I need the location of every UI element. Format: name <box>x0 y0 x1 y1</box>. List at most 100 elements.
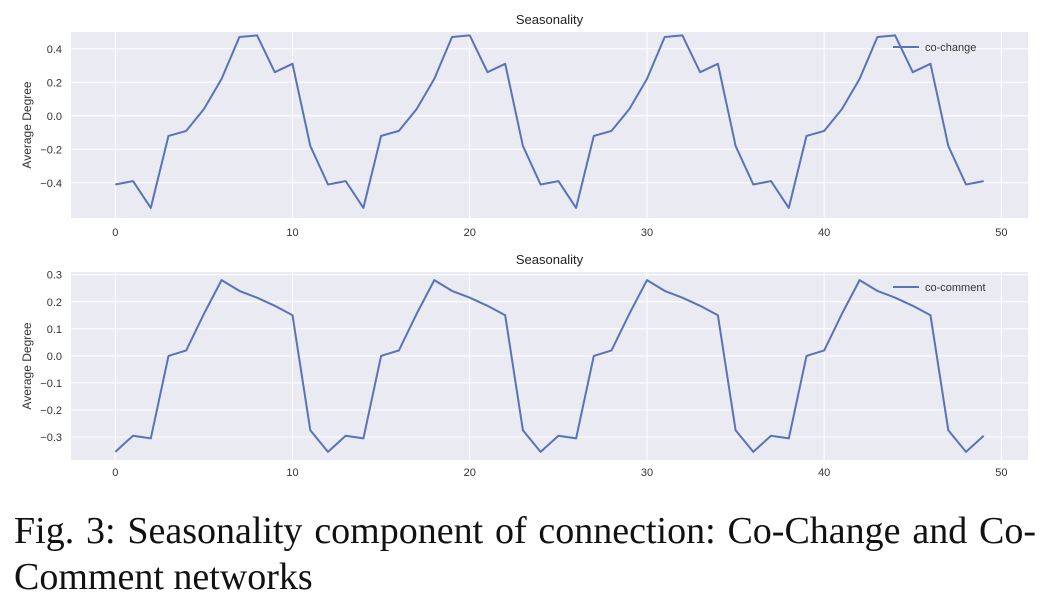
x-tick-label: 40 <box>818 467 830 479</box>
figure-caption: Fig. 3: Seasonality component of connect… <box>14 510 1036 598</box>
data-point <box>221 78 223 80</box>
data-point <box>930 63 932 65</box>
data-point <box>823 350 825 352</box>
data-point <box>239 36 241 38</box>
x-tick-label: 50 <box>995 227 1007 239</box>
data-point <box>504 63 506 65</box>
x-tick-label: 10 <box>286 227 298 239</box>
y-tick-label: 0.0 <box>47 351 62 363</box>
data-point <box>132 435 134 437</box>
data-point <box>841 313 843 315</box>
data-point <box>770 435 772 437</box>
legend: co-comment <box>893 282 986 294</box>
data-point <box>947 145 949 147</box>
data-point <box>947 429 949 431</box>
data-point <box>168 355 170 357</box>
data-point <box>912 71 914 73</box>
data-point <box>823 130 825 132</box>
data-point <box>717 63 719 65</box>
y-tick-label: 0.2 <box>47 77 62 89</box>
data-point <box>150 207 152 209</box>
data-point <box>150 438 152 440</box>
data-point <box>398 130 400 132</box>
data-point <box>504 314 506 316</box>
y-tick-label: 0.3 <box>47 270 62 282</box>
data-point <box>735 145 737 147</box>
data-point <box>487 71 489 73</box>
y-tick-label: −0.3 <box>40 432 62 444</box>
data-point <box>132 180 134 182</box>
data-point <box>256 297 258 299</box>
data-point <box>753 451 755 453</box>
data-point <box>682 297 684 299</box>
data-point <box>628 313 630 315</box>
y-tick-label: 0.1 <box>47 324 62 336</box>
chart-title: Seasonality <box>516 12 584 27</box>
data-point <box>806 355 808 357</box>
plot-area <box>71 32 1028 218</box>
data-point <box>522 145 524 147</box>
data-point <box>309 429 311 431</box>
data-point <box>274 71 276 73</box>
x-tick-label: 0 <box>112 227 118 239</box>
data-point <box>558 435 560 437</box>
data-point <box>380 355 382 357</box>
y-tick-label: 0.4 <box>47 44 62 56</box>
data-point <box>593 355 595 357</box>
data-point <box>416 313 418 315</box>
x-tick-label: 30 <box>641 467 653 479</box>
data-point <box>859 78 861 80</box>
x-tick-label: 30 <box>641 227 653 239</box>
data-point <box>628 108 630 110</box>
data-point <box>558 180 560 182</box>
data-point <box>877 290 879 292</box>
data-point <box>168 135 170 137</box>
data-point <box>877 36 879 38</box>
data-point <box>398 350 400 352</box>
data-point <box>363 438 365 440</box>
data-point <box>575 438 577 440</box>
data-point <box>894 297 896 299</box>
y-tick-label: −0.4 <box>40 178 62 190</box>
data-point <box>203 313 205 315</box>
data-point <box>806 135 808 137</box>
data-point <box>203 108 205 110</box>
y-tick-label: −0.1 <box>40 378 62 390</box>
y-axis-label: Average Degree <box>20 81 34 168</box>
data-point <box>912 305 914 307</box>
chart-panel-1: Seasonality 0 10 20 30 40 50 0.4 0.2 0.0 −0.2 −0.4 A… <box>20 12 1028 239</box>
y-tick-label: 0.2 <box>47 297 62 309</box>
x-tick-label: 20 <box>464 227 476 239</box>
legend-label: co-comment <box>925 282 986 294</box>
data-point <box>274 305 276 307</box>
data-point <box>380 135 382 137</box>
data-point <box>185 350 187 352</box>
data-point <box>239 290 241 292</box>
data-point <box>753 184 755 186</box>
data-point <box>788 438 790 440</box>
x-tick-label: 0 <box>112 467 118 479</box>
data-point <box>983 180 985 182</box>
data-point <box>699 71 701 73</box>
data-point <box>575 207 577 209</box>
y-axis-label: Average Degree <box>20 322 34 409</box>
legend: co-change <box>893 42 976 54</box>
x-tick-label: 20 <box>464 467 476 479</box>
data-point <box>221 279 223 281</box>
data-point <box>735 429 737 431</box>
data-point <box>540 184 542 186</box>
data-point <box>983 435 985 437</box>
y-tick-label: −0.2 <box>40 405 62 417</box>
y-tick-label: 0.0 <box>47 111 62 123</box>
data-point <box>327 451 329 453</box>
data-point <box>841 108 843 110</box>
chart-panel-2: Seasonality 0 10 20 30 40 50 0.3 0.2 0.1 0.0 −0.1 −0… <box>20 252 1028 479</box>
data-point <box>611 350 613 352</box>
data-point <box>859 279 861 281</box>
data-point <box>965 184 967 186</box>
data-point <box>345 435 347 437</box>
series-line-co-change <box>115 34 984 209</box>
data-point <box>469 297 471 299</box>
data-point <box>434 279 436 281</box>
y-tick-label: −0.2 <box>40 144 62 156</box>
